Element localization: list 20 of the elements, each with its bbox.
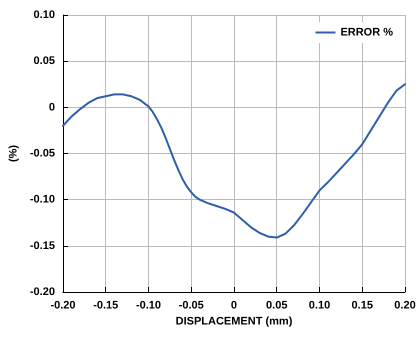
y-tick-label: -0.10 [30,194,55,206]
y-tick-label: -0.20 [30,286,55,298]
line-series [62,83,406,239]
y-axis-title: (%) [8,144,20,162]
x-tick-label: 0.05 [266,300,288,312]
y-tick-label: 0 [48,101,55,114]
x-tick-label: -0.20 [50,300,76,312]
y-tick-label: 0.05 [34,55,55,68]
y-tick-label: -0.15 [30,240,55,252]
x-tick-label: -0.15 [93,300,118,312]
x-tick-label: -0.05 [178,300,204,312]
y-tick-label: 0.10 [34,9,55,21]
x-tick-label: -0.10 [136,300,162,312]
legend-label: ERROR % [340,26,394,38]
x-axis-title: DISPLACEMENT (mm) [176,315,293,328]
x-tick-label: 0.10 [308,300,330,312]
y-tick-label: -0.05 [30,148,55,160]
x-tick-label: 0.15 [352,300,373,312]
x-tick-label: 0.20 [394,300,416,312]
x-tick-label: 0 [230,300,238,312]
